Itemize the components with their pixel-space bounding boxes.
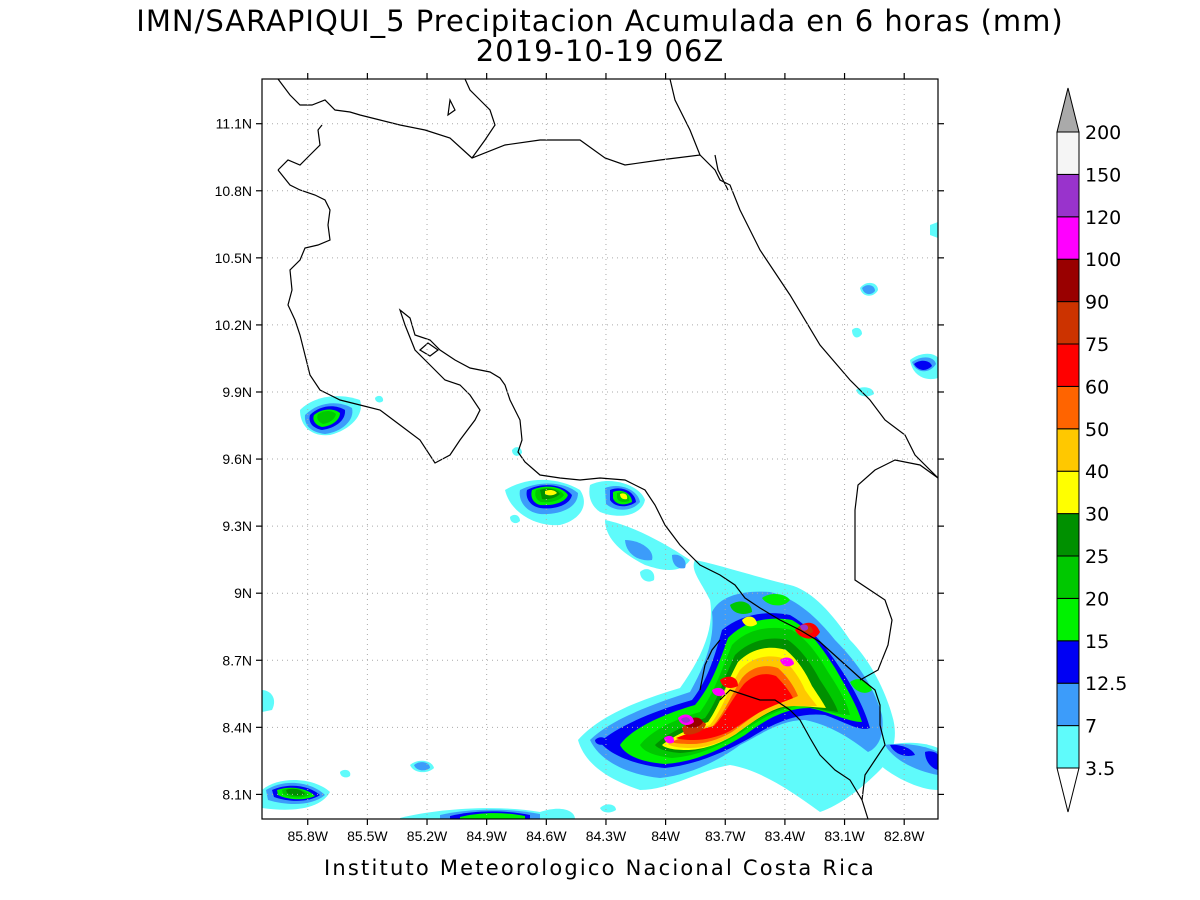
colorbar-level-label: 150 xyxy=(1085,164,1121,186)
precipitation-field xyxy=(262,222,938,819)
colorbar-swatch xyxy=(1056,470,1080,515)
lon-tick-label: 84W xyxy=(651,828,681,844)
lat-tick-label: 10.5N xyxy=(215,250,252,266)
lon-tick-label: 85.5W xyxy=(347,828,388,844)
colorbar-swatch xyxy=(1056,301,1080,345)
lon-tick-label: 84.9W xyxy=(466,828,507,844)
colorbar-level-label: 7 xyxy=(1085,716,1097,738)
lat-tick-label: 8.4N xyxy=(222,719,252,735)
lat-tick-label: 10.8N xyxy=(215,183,252,199)
colorbar-level-label: 30 xyxy=(1085,504,1109,526)
colorbar-level-label: 20 xyxy=(1085,588,1109,610)
colorbar-level-label: 12.5 xyxy=(1085,673,1127,695)
colorbar-level-label: 100 xyxy=(1085,249,1121,271)
colorbar-swatch xyxy=(1056,640,1080,684)
chart-subtitle-datetime: 2019-10-19 06Z xyxy=(475,34,725,68)
coastline-outline xyxy=(277,79,938,819)
lat-tick-label: 9N xyxy=(234,585,252,601)
lon-tick-label: 83.1W xyxy=(824,828,865,844)
colorbar-swatch xyxy=(1056,173,1080,218)
lon-tick-label: 84.6W xyxy=(526,828,567,844)
colorbar-level-label: 25 xyxy=(1085,546,1109,568)
colorbar-swatch xyxy=(1056,725,1080,769)
lon-tick-label: 82.8W xyxy=(884,828,925,844)
chart-title: IMN/SARAPIQUI_5 Precipitacion Acumulada … xyxy=(136,4,1064,38)
colorbar-level-label: 75 xyxy=(1085,334,1109,356)
map-frame xyxy=(261,78,939,820)
colorbar-swatch xyxy=(1056,216,1080,260)
colorbar-level-label: 3.5 xyxy=(1085,758,1115,780)
colorbar-swatch xyxy=(1056,513,1080,557)
lat-tick-label: 9.9N xyxy=(222,384,252,400)
lat-axis: 11.1N 10.8N 10.5N 10.2N 9.9N 9.6N 9.3N 9N 8.7N 8.… xyxy=(215,116,944,802)
lat-tick-label: 8.7N xyxy=(222,652,252,668)
lat-tick-label: 8.1N xyxy=(222,786,252,802)
colorbar-level-label: 40 xyxy=(1085,461,1109,483)
lon-axis: 85.8W 85.5W 85.2W 84.9W 84.6W 84.3W 84W 83.7W 83… xyxy=(287,73,925,844)
colorbar-swatch xyxy=(1056,555,1080,599)
colorbar-swatch xyxy=(1056,428,1080,472)
colorbar-swatch xyxy=(1056,343,1080,387)
colorbar-level-label: 120 xyxy=(1085,207,1121,229)
map-grid xyxy=(262,79,938,819)
colorbar-high-cap xyxy=(1056,87,1080,133)
colorbar-level-label: 60 xyxy=(1085,376,1109,398)
lon-tick-label: 84.3W xyxy=(586,828,627,844)
colorbar-swatch xyxy=(1056,258,1080,303)
lat-tick-label: 10.2N xyxy=(215,317,252,333)
colorbar-level-label: 15 xyxy=(1085,631,1109,653)
colorbar-swatch xyxy=(1056,597,1080,642)
lat-tick-label: 9.3N xyxy=(222,518,252,534)
colorbar-level-label: 90 xyxy=(1085,292,1109,314)
footer-credit: Instituto Meteorologico Nacional Costa R… xyxy=(324,856,876,880)
lon-tick-label: 85.2W xyxy=(407,828,448,844)
colorbar-swatch xyxy=(1056,682,1080,727)
colorbar-low-cap xyxy=(1056,767,1080,813)
lon-tick-label: 85.8W xyxy=(287,828,328,844)
lat-tick-label: 11.1N xyxy=(216,116,252,132)
colorbar-swatch xyxy=(1056,131,1080,175)
lon-tick-label: 83.4W xyxy=(765,828,806,844)
lat-tick-label: 9.6N xyxy=(222,451,252,467)
colorbar-level-label: 200 xyxy=(1085,122,1121,144)
colorbar-level-label: 50 xyxy=(1085,419,1109,441)
colorbar-swatch xyxy=(1056,385,1080,430)
lon-tick-label: 83.7W xyxy=(705,828,746,844)
colorbar-legend: 3.5 7 12.5 15 20 25 30 40 50 60 75 90 100 120 150 200 xyxy=(1056,87,1127,813)
